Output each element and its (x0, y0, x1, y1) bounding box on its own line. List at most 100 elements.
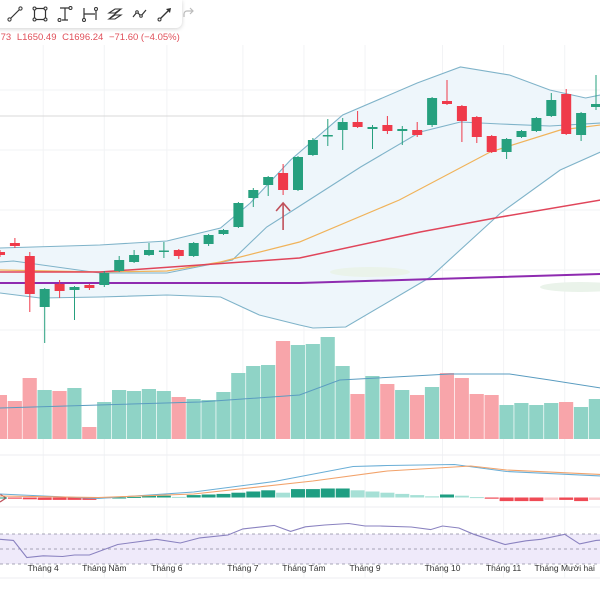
macd-histogram-bar (305, 489, 320, 498)
moving-average-red (0, 199, 600, 273)
arrow-head (275, 201, 291, 212)
candle-body (442, 101, 452, 104)
macd-histogram-bar (37, 497, 52, 500)
candle-body (39, 289, 50, 307)
candle-body (397, 129, 408, 131)
drawing-toolbar (0, 0, 182, 28)
candle (218, 229, 229, 235)
volume-bar (37, 390, 52, 439)
volume-bar (305, 344, 320, 439)
redo-icon[interactable] (181, 6, 195, 20)
volume-bar (290, 345, 305, 439)
time-axis-label: Tháng 9 (349, 563, 380, 573)
candle-body (173, 250, 184, 256)
candle (84, 284, 95, 290)
trend-line-tool[interactable] (4, 3, 26, 25)
candle (412, 122, 423, 137)
time-axis-label: Tháng 10 (425, 563, 461, 573)
volume-bar (350, 394, 365, 439)
arrow-marker-tool[interactable] (154, 3, 176, 25)
volume-bar (573, 407, 589, 439)
volume-bar (156, 391, 171, 439)
candle (9, 238, 20, 248)
volume-bar (380, 384, 395, 439)
parallel-channel-tool[interactable] (104, 3, 126, 25)
measure-tool[interactable] (79, 3, 101, 25)
candle (158, 242, 169, 258)
volume-pane[interactable] (0, 337, 600, 439)
rectangle-tool[interactable] (29, 3, 51, 25)
candle-body (0, 252, 5, 255)
macd-pane[interactable] (0, 463, 600, 503)
macd-histogram-bar (559, 497, 574, 500)
volume-bar (499, 405, 514, 439)
candle-body (576, 113, 587, 135)
moving-average-orange (0, 124, 600, 273)
volume-bar (82, 427, 97, 439)
volume-bar (201, 400, 216, 439)
volume-bar (171, 397, 186, 439)
candle (248, 188, 259, 207)
candle-body (263, 177, 274, 185)
candle-body (203, 235, 214, 244)
trend-line-icon (7, 6, 23, 22)
macd-histogram-bar (142, 495, 156, 498)
volume-bar (231, 373, 246, 439)
macd-histogram-bar (82, 497, 97, 500)
candle (233, 202, 244, 228)
volume-bar (246, 366, 261, 439)
volume-bar (365, 376, 380, 439)
time-axis[interactable]: Tháng 4 Tháng Năm Tháng 6 Tháng 7 Tháng Tám T… (28, 563, 595, 573)
candle (516, 130, 527, 138)
candle (114, 256, 125, 272)
macd-histogram-bar (469, 497, 484, 499)
candle-body (188, 243, 199, 256)
price-pane[interactable] (0, 66, 600, 343)
volume-bar (529, 405, 544, 439)
candle-body (69, 287, 80, 290)
macd-histogram-bar (365, 491, 380, 498)
volume-bar (424, 387, 440, 439)
rsi-pane[interactable] (0, 522, 600, 565)
arrow-marker-icon (157, 8, 171, 22)
macd-histogram-bar (52, 497, 67, 500)
path-tool[interactable] (129, 3, 151, 25)
volume-bar (7, 401, 22, 439)
macd-histogram-bar (216, 493, 231, 498)
volume-bar (335, 366, 350, 439)
macd-histogram-bar (484, 497, 499, 499)
candle-body (471, 117, 482, 137)
volume-bar (395, 390, 410, 439)
text-tool[interactable] (54, 3, 76, 25)
macd-histogram-bar (395, 493, 410, 498)
candle-body (546, 100, 557, 116)
volume-bar (469, 394, 484, 439)
volume-bar (559, 402, 574, 439)
candle (456, 105, 467, 142)
candle (591, 75, 600, 110)
time-axis-label: Tháng 11 (486, 563, 522, 573)
candle-body (278, 173, 289, 190)
candle (54, 280, 65, 298)
candle (546, 93, 557, 117)
candle (0, 250, 5, 257)
candle-body (367, 127, 378, 129)
candle (576, 112, 587, 141)
time-axis-label: Tháng Mười hai (535, 563, 596, 573)
macd-histogram-bar (574, 497, 589, 502)
candle (278, 164, 289, 195)
candle (322, 119, 333, 146)
candle (501, 138, 512, 159)
macd-histogram-bar (380, 492, 395, 498)
candle (173, 249, 184, 259)
ohlc-legend: .73 L1650.49 C1696.24 −71.60 (−4.05%) (0, 32, 183, 43)
volume-bar (410, 395, 425, 439)
legend-change: −71.60 (−4.05%) (108, 32, 180, 43)
volume-bar (52, 391, 67, 439)
volume-bar (141, 389, 156, 439)
candle-body (561, 94, 572, 134)
macd-histogram-bar (186, 495, 201, 498)
candle-body (486, 136, 497, 152)
candle (442, 80, 452, 105)
